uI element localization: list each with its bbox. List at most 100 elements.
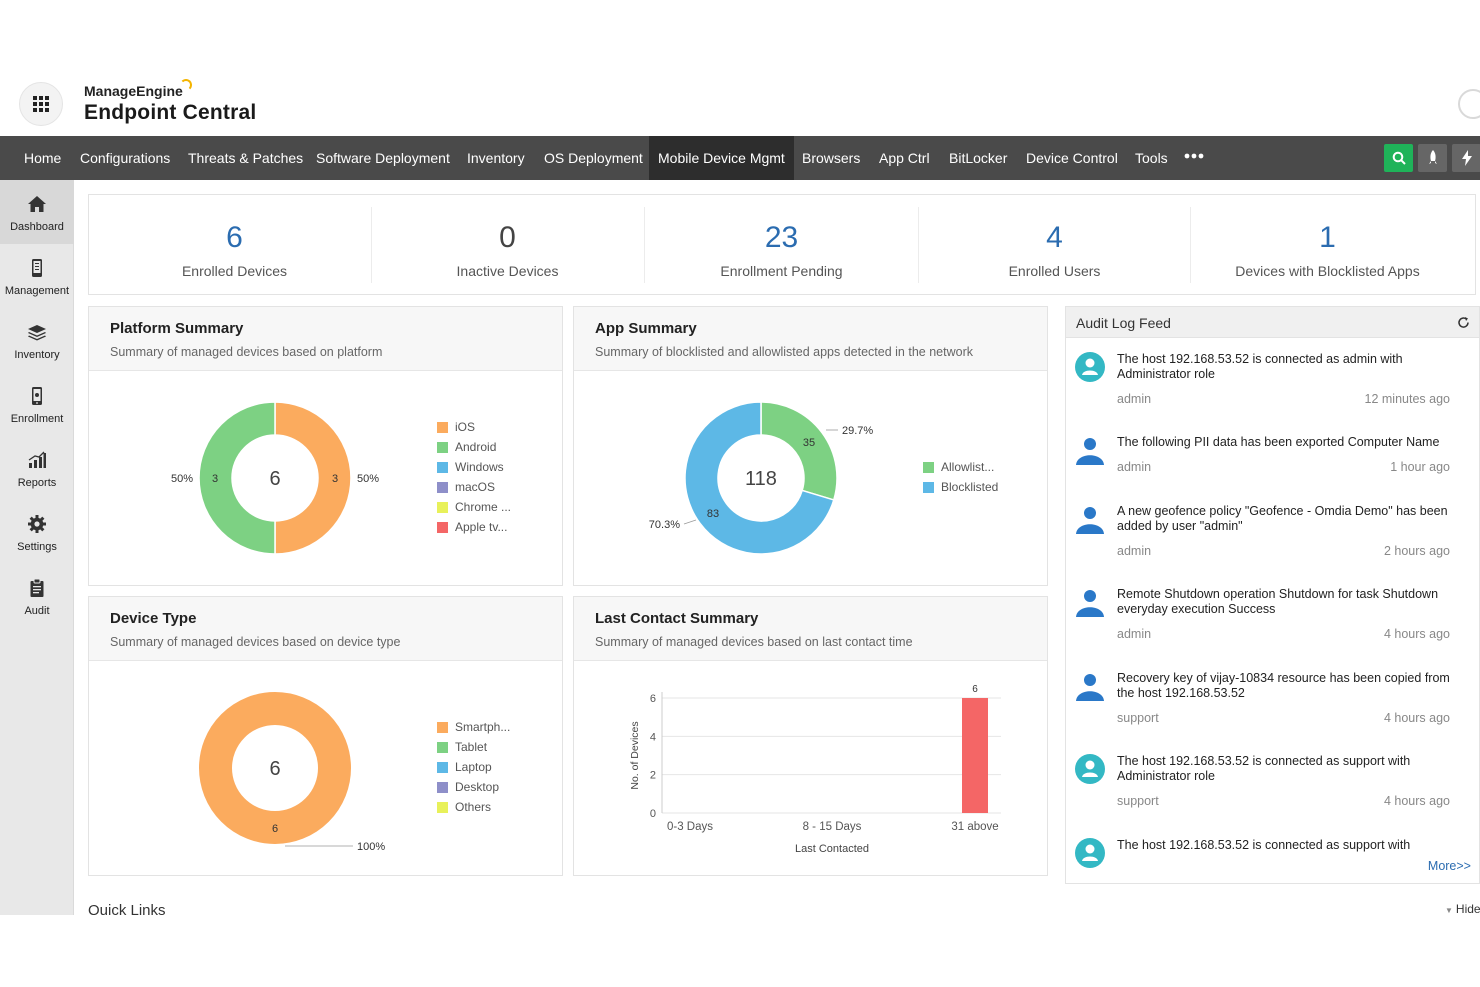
nav-os-deployment[interactable]: OS Deployment — [544, 150, 643, 166]
sidebar-item-enrollment[interactable]: Enrollment — [0, 372, 74, 436]
legend-item[interactable]: Smartph... — [437, 717, 510, 737]
nav-device-control[interactable]: Device Control — [1026, 150, 1118, 166]
stat-label: Enrollment Pending — [720, 263, 843, 279]
nav-mobile-device-mgmt[interactable]: Mobile Device Mgmt — [649, 136, 794, 180]
more-link[interactable]: More>> — [1427, 859, 1471, 873]
sidebar-item-audit[interactable]: Audit — [0, 564, 74, 628]
legend-label: Blocklisted — [941, 480, 999, 494]
nav-app-ctrl[interactable]: App Ctrl — [879, 150, 930, 166]
nav-browsers[interactable]: Browsers — [802, 150, 861, 166]
panel-header: App Summary Summary of blocklisted and a… — [574, 307, 1047, 371]
sidebar-item-label: Inventory — [14, 349, 60, 361]
audit-message: The host 192.168.53.52 is connected as s… — [1117, 838, 1411, 852]
legend-label: Allowlist... — [941, 460, 995, 474]
platform-donut-chart: 6 3 3 50% 50% — [171, 401, 379, 555]
sidebar-item-inventory[interactable]: Inventory — [0, 308, 74, 372]
platform-summary-panel: Platform Summary Summary of managed devi… — [88, 306, 563, 586]
app-donut-chart: 118 35 83 29.7% 70.3% — [649, 401, 873, 555]
stat-enrolled-devices[interactable]: 6 Enrolled Devices — [98, 195, 371, 294]
app-legend: Allowlist... Blocklisted — [923, 457, 998, 497]
panel-subtitle: Summary of blocklisted and allowlisted a… — [595, 345, 973, 359]
app-window: ManageEngine Endpoint Central Home Confi… — [0, 72, 1480, 915]
legend-label: Tablet — [455, 740, 488, 754]
legend-item[interactable]: Blocklisted — [923, 477, 998, 497]
donut-center-total: 6 — [269, 758, 280, 780]
lightning-icon — [1461, 150, 1472, 166]
user-icon — [1076, 438, 1104, 465]
audit-entry[interactable]: Recovery key of vijay-10834 resource has… — [1066, 671, 1479, 755]
sidebar-item-management[interactable]: Management — [0, 244, 74, 308]
home-icon — [28, 196, 46, 212]
audit-entry[interactable]: The following PII data has been exported… — [1066, 435, 1479, 519]
app-launcher-button[interactable] — [19, 82, 63, 126]
stats-bar: 6 Enrolled Devices 0 Inactive Devices 23… — [88, 194, 1476, 295]
audit-entry[interactable]: A new geofence policy "Geofence - Omdia … — [1066, 504, 1479, 588]
donut-slice — [760, 401, 838, 501]
sidebar-item-label: Dashboard — [10, 221, 64, 233]
legend-item[interactable]: Others — [437, 797, 510, 817]
audit-message: The following PII data has been exported… — [1117, 435, 1440, 449]
nav-inventory[interactable]: Inventory — [467, 150, 525, 166]
stat-blocklisted-apps[interactable]: 1 Devices with Blocklisted Apps — [1191, 195, 1464, 294]
y-tick-label: 4 — [650, 731, 656, 743]
x-tick-label: 31 above — [951, 821, 998, 833]
nav-threats-patches[interactable]: Threats & Patches — [188, 150, 304, 166]
legend-item[interactable]: iOS — [437, 417, 511, 437]
legend-label: Smartph... — [455, 720, 511, 734]
rocket-icon — [1428, 150, 1437, 164]
audit-title: Audit Log Feed — [1076, 315, 1171, 331]
nav-bitlocker[interactable]: BitLocker — [949, 150, 1008, 166]
audit-user: support — [1117, 711, 1159, 725]
nav-home[interactable]: Home — [24, 150, 62, 166]
audit-user: admin — [1117, 544, 1152, 558]
stat-inactive-devices[interactable]: 0 Inactive Devices — [371, 195, 644, 294]
user-avatar[interactable] — [1458, 89, 1480, 119]
stat-divider — [371, 207, 372, 283]
hide-quick-links[interactable]: ▼ Hide — [1445, 902, 1480, 915]
legend-swatch — [437, 441, 448, 453]
nav-configurations[interactable]: Configurations — [80, 150, 171, 166]
refresh-icon[interactable] — [1457, 316, 1470, 329]
legend-label: Apple tv... — [455, 520, 508, 534]
stat-enrollment-pending[interactable]: 23 Enrollment Pending — [645, 195, 918, 294]
legend-item[interactable]: Apple tv... — [437, 517, 511, 537]
legend-item[interactable]: Windows — [437, 457, 511, 477]
legend-swatch — [437, 741, 448, 753]
audit-time: 12 minutes ago — [1364, 392, 1450, 406]
donut-slice — [274, 401, 352, 555]
legend-swatch — [437, 461, 448, 473]
slice-value-label: 3 — [212, 473, 218, 485]
audit-entry[interactable]: The host 192.168.53.52 is connected as s… — [1066, 754, 1479, 838]
quick-actions-button[interactable] — [1452, 144, 1480, 172]
reports-chart-icon — [28, 451, 46, 468]
audit-entry[interactable]: Remote Shutdown operation Shutdown for t… — [1066, 587, 1479, 671]
y-tick-label: 2 — [650, 770, 656, 782]
nav-tools[interactable]: Tools — [1135, 150, 1168, 166]
launch-button[interactable] — [1418, 144, 1447, 172]
legend-item[interactable]: Allowlist... — [923, 457, 998, 477]
sidebar-item-dashboard[interactable]: Dashboard — [0, 180, 74, 244]
sidebar-item-label: Settings — [17, 541, 57, 553]
bar — [962, 698, 988, 813]
nav-software-deployment[interactable]: Software Deployment — [316, 150, 450, 166]
legend-item[interactable]: macOS — [437, 477, 511, 497]
stat-label: Devices with Blocklisted Apps — [1235, 263, 1420, 279]
more-horizontal-icon[interactable] — [1184, 134, 1204, 178]
audit-entry[interactable]: The host 192.168.53.52 is connected as s… — [1066, 838, 1479, 883]
audit-entry[interactable]: The host 192.168.53.52 is connected as a… — [1066, 352, 1479, 436]
sidebar-item-settings[interactable]: Settings — [0, 500, 74, 564]
sidebar-item-reports[interactable]: Reports — [0, 436, 74, 500]
legend-item[interactable]: Desktop — [437, 777, 510, 797]
stat-enrolled-users[interactable]: 4 Enrolled Users — [918, 195, 1191, 294]
quick-links-title: Quick Links — [88, 902, 166, 915]
slice-percent-label: 70.3% — [649, 519, 680, 531]
legend-item[interactable]: Laptop — [437, 757, 510, 777]
legend-label: Desktop — [455, 780, 500, 794]
donut-center-total: 118 — [745, 468, 777, 490]
legend-item[interactable]: Chrome ... — [437, 497, 511, 517]
legend-item[interactable]: Android — [437, 437, 511, 457]
panel-header: Device Type Summary of managed devices b… — [89, 597, 562, 661]
audit-message: The host 192.168.53.52 is connected as s… — [1117, 754, 1411, 783]
legend-item[interactable]: Tablet — [437, 737, 510, 757]
search-button[interactable] — [1384, 144, 1413, 172]
